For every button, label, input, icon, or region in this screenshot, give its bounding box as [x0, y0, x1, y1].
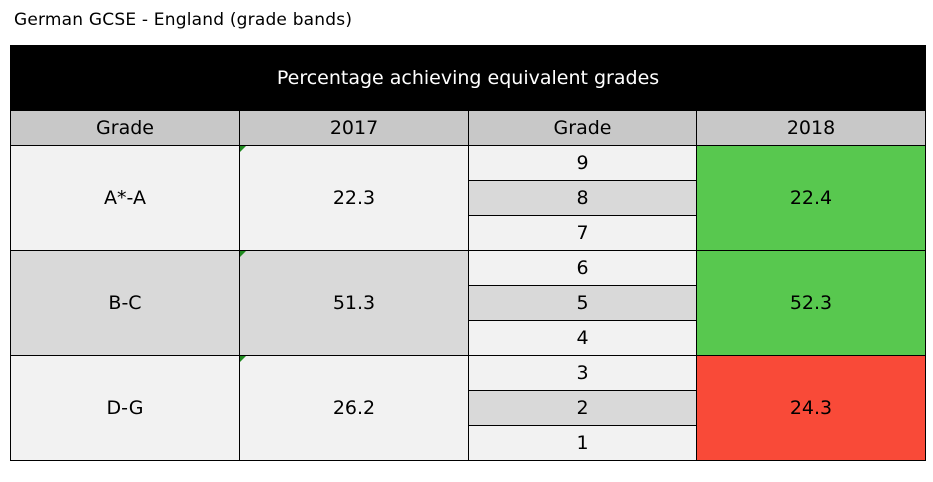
table-row: B-C 51.3 6 52.3: [10, 250, 926, 356]
cell-comment-marker: [240, 356, 246, 362]
value-2017-b-c: 51.3: [239, 250, 469, 356]
value-2018-a-star-a: 22.4: [696, 145, 926, 251]
value-2017-a-star-a: 22.3: [239, 145, 469, 251]
value-2017-d-g: 26.2: [239, 355, 469, 461]
value-2017-text: 51.3: [332, 292, 376, 314]
grade-comparison-table: Percentage achieving equivalent grades G…: [10, 45, 926, 461]
sub-grade-5: 5: [468, 285, 697, 321]
value-2018-b-c: 52.3: [696, 250, 926, 356]
cell-comment-marker: [240, 146, 246, 152]
value-2017-text: 22.3: [332, 187, 376, 209]
header-grade-2017: Grade: [10, 110, 240, 146]
table-row: A*-A 22.3 9 22.4: [10, 145, 926, 251]
sub-grade-3: 3: [468, 355, 697, 391]
page-caption: German GCSE - England (grade bands): [14, 10, 353, 30]
sub-grade-4: 4: [468, 320, 697, 356]
cell-comment-marker: [240, 251, 246, 257]
table-title: Percentage achieving equivalent grades: [10, 45, 926, 111]
band-cell-b-c: B-C: [10, 250, 240, 356]
band-cell-d-g: D-G: [10, 355, 240, 461]
sub-grade-9: 9: [468, 145, 697, 181]
sub-grade-1: 1: [468, 425, 697, 461]
table-row: D-G 26.2 3 24.3: [10, 355, 926, 461]
sub-grade-6: 6: [468, 250, 697, 286]
header-2018: 2018: [696, 110, 926, 146]
sub-grade-7: 7: [468, 215, 697, 251]
header-grade-2018: Grade: [468, 110, 697, 146]
value-2018-d-g: 24.3: [696, 355, 926, 461]
sub-grade-2: 2: [468, 390, 697, 426]
value-2017-text: 26.2: [332, 397, 376, 419]
band-cell-a-star-a: A*-A: [10, 145, 240, 251]
sub-grade-8: 8: [468, 180, 697, 216]
header-2017: 2017: [239, 110, 469, 146]
